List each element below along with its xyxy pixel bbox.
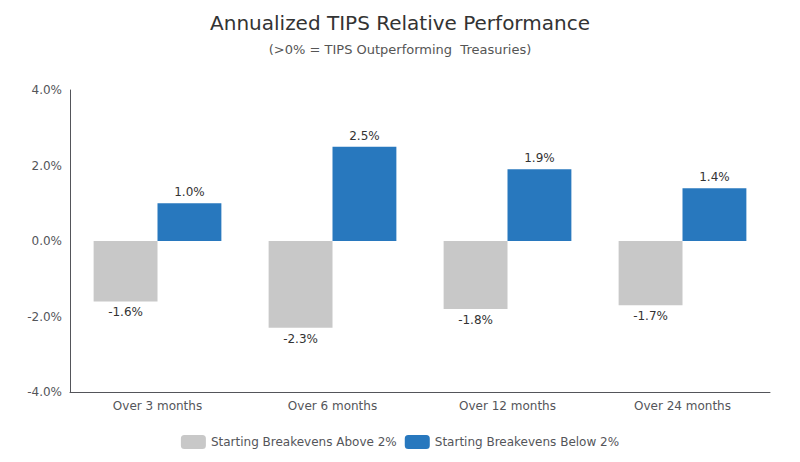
svg-text:Starting Breakevens Below 2%: Starting Breakevens Below 2% bbox=[435, 435, 619, 449]
svg-text:2.5%: 2.5% bbox=[349, 129, 380, 143]
svg-text:-2.3%: -2.3% bbox=[283, 332, 318, 346]
svg-text:0.0%: 0.0% bbox=[32, 234, 63, 248]
svg-text:-2.0%: -2.0% bbox=[27, 310, 62, 324]
svg-text:-1.7%: -1.7% bbox=[633, 309, 668, 323]
svg-text:Over 6 months: Over 6 months bbox=[288, 399, 377, 413]
svg-text:-4.0%: -4.0% bbox=[27, 385, 62, 399]
svg-text:Over 24 months: Over 24 months bbox=[634, 399, 731, 413]
svg-text:Over 12 months: Over 12 months bbox=[459, 399, 556, 413]
svg-text:Annualized TIPS Relative Perfo: Annualized TIPS Relative Performance bbox=[210, 11, 590, 35]
svg-text:2.0%: 2.0% bbox=[32, 159, 63, 173]
svg-text:Starting Breakevens Above 2%: Starting Breakevens Above 2% bbox=[211, 435, 397, 449]
svg-text:Over 3 months: Over 3 months bbox=[113, 399, 202, 413]
svg-text:1.4%: 1.4% bbox=[699, 170, 730, 184]
svg-text:1.9%: 1.9% bbox=[524, 151, 555, 165]
svg-text:(>0% = TIPS Outperforming Tre: (>0% = TIPS Outperforming Treasuries) bbox=[269, 42, 531, 57]
svg-text:4.0%: 4.0% bbox=[32, 83, 63, 97]
svg-text:-1.8%: -1.8% bbox=[458, 313, 493, 327]
svg-text:1.0%: 1.0% bbox=[174, 185, 205, 199]
svg-text:-1.6%: -1.6% bbox=[108, 305, 143, 319]
